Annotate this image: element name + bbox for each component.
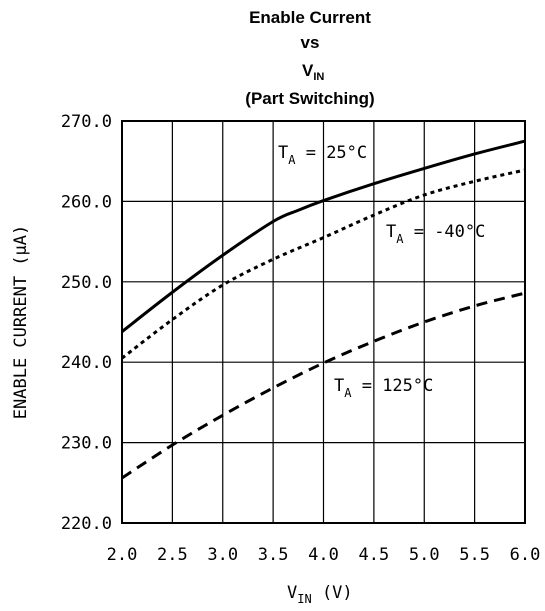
chart-title-vin-main: V xyxy=(302,61,314,80)
annotation-ta-125-main: T xyxy=(334,376,344,396)
x-tick-label: 6.0 xyxy=(510,545,541,565)
y-tick-label: 240.0 xyxy=(61,353,112,373)
annotation-ta-125: TA = 125°C xyxy=(334,376,433,400)
annotation-ta-minus40-rest: = -40°C xyxy=(403,222,485,242)
annotation-ta-25-sub: A xyxy=(288,153,296,167)
y-tick-label: 250.0 xyxy=(61,273,112,293)
chart-title-line-3: VIN xyxy=(302,61,324,83)
annotation-ta-minus40-sub: A xyxy=(396,232,404,246)
x-tick-label: 2.0 xyxy=(107,545,138,565)
grid xyxy=(121,120,526,524)
annotation-ta-25-rest: = 25°C xyxy=(295,143,367,163)
y-axis-label: ENABLE CURRENT (μA) xyxy=(11,225,31,419)
annotation-ta-minus40: TA = -40°C xyxy=(386,222,485,246)
series-line-dotted xyxy=(121,168,526,360)
annotation-ta-minus40-main: T xyxy=(386,222,396,242)
x-tick-label: 5.5 xyxy=(459,545,490,565)
x-axis-label-main: V xyxy=(287,583,297,603)
annotation-ta-25-main: T xyxy=(278,143,288,163)
x-tick-label: 3.5 xyxy=(258,545,289,565)
annotation-ta-125-rest: = 125°C xyxy=(351,376,433,396)
x-tick-label: 3.0 xyxy=(207,545,238,565)
x-axis-label-rest: (V) xyxy=(312,583,353,603)
chart-title-line-4: (Part Switching) xyxy=(245,89,374,108)
y-tick-label: 260.0 xyxy=(61,192,112,212)
chart-title-line-2: vs xyxy=(301,33,320,52)
x-tick-label: 4.5 xyxy=(359,545,390,565)
annotation-ta-25: TA = 25°C xyxy=(278,143,367,167)
chart-title-vin-sub: IN xyxy=(313,71,324,83)
x-tick-label: 2.5 xyxy=(157,545,188,565)
x-tick-label: 5.0 xyxy=(409,545,440,565)
x-tick-labels: 2.0 2.5 3.0 3.5 4.0 4.5 5.0 5.5 6.0 xyxy=(107,545,541,565)
chart-title-line-1: Enable Current xyxy=(249,8,371,27)
x-axis-label: VIN (V) xyxy=(287,583,353,606)
y-tick-label: 220.0 xyxy=(61,514,112,534)
y-tick-label: 270.0 xyxy=(61,112,112,132)
series-line-solid xyxy=(121,139,526,333)
series-line-dashed xyxy=(121,291,526,480)
y-tick-labels: 270.0 260.0 250.0 240.0 230.0 220.0 xyxy=(61,112,112,534)
plot-frame xyxy=(121,120,526,524)
x-axis-label-sub: IN xyxy=(297,592,311,606)
x-tick-label: 4.0 xyxy=(308,545,339,565)
y-tick-label: 230.0 xyxy=(61,434,112,454)
series-lines xyxy=(121,139,526,480)
annotation-ta-125-sub: A xyxy=(344,386,352,400)
